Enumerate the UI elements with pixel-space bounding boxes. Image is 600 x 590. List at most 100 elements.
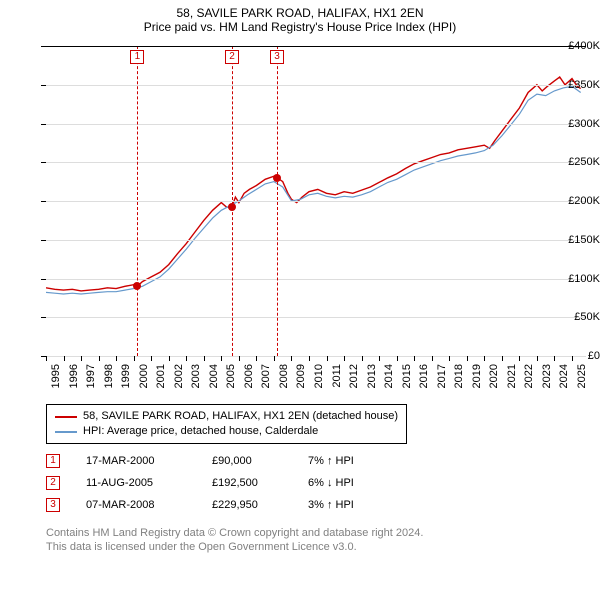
xtick-mark: [344, 356, 345, 361]
xtick-label: 1999: [120, 364, 132, 388]
event-badge: 3: [270, 50, 284, 64]
xtick-label: 1995: [50, 364, 62, 388]
event-line: [277, 46, 278, 356]
xtick-label: 1996: [68, 364, 80, 388]
xtick-mark: [64, 356, 65, 361]
event-row-price: £192,500: [212, 477, 282, 489]
xtick-mark: [169, 356, 170, 361]
xtick-label: 2025: [576, 364, 588, 388]
xtick-mark: [537, 356, 538, 361]
legend-label: HPI: Average price, detached house, Cald…: [83, 424, 318, 439]
ytick-label: £200K: [562, 195, 600, 207]
gridline-h: [46, 317, 586, 318]
event-row-price: £229,950: [212, 499, 282, 511]
gridline-h: [46, 201, 586, 202]
chart-title: 58, SAVILE PARK ROAD, HALIFAX, HX1 2EN: [0, 0, 600, 20]
xtick-mark: [309, 356, 310, 361]
xtick-label: 2003: [190, 364, 202, 388]
xtick-mark: [151, 356, 152, 361]
xtick-mark: [99, 356, 100, 361]
legend-item: HPI: Average price, detached house, Cald…: [55, 424, 398, 439]
xtick-mark: [502, 356, 503, 361]
xtick-label: 2006: [243, 364, 255, 388]
attribution-line1: Contains HM Land Registry data © Crown c…: [46, 526, 423, 540]
chart-container: 58, SAVILE PARK ROAD, HALIFAX, HX1 2EN P…: [0, 0, 600, 590]
ytick-mark: [41, 240, 46, 241]
ytick-mark: [41, 124, 46, 125]
xtick-label: 2020: [488, 364, 500, 388]
event-marker: [228, 203, 236, 211]
xtick-label: 2021: [506, 364, 518, 388]
event-row-date: 17-MAR-2000: [86, 455, 186, 467]
event-row-delta: 3% ↑ HPI: [308, 499, 398, 511]
xtick-label: 1998: [103, 364, 115, 388]
event-row: 211-AUG-2005£192,5006% ↓ HPI: [46, 472, 398, 494]
xtick-label: 2015: [401, 364, 413, 388]
xtick-mark: [81, 356, 82, 361]
xtick-mark: [221, 356, 222, 361]
xtick-label: 2023: [541, 364, 553, 388]
legend-label: 58, SAVILE PARK ROAD, HALIFAX, HX1 2EN (…: [83, 409, 398, 424]
xtick-mark: [116, 356, 117, 361]
event-row: 117-MAR-2000£90,0007% ↑ HPI: [46, 450, 398, 472]
xtick-label: 2024: [558, 364, 570, 388]
xtick-label: 2001: [155, 364, 167, 388]
legend-item: 58, SAVILE PARK ROAD, HALIFAX, HX1 2EN (…: [55, 409, 398, 424]
event-row-delta: 7% ↑ HPI: [308, 455, 398, 467]
xtick-label: 2016: [418, 364, 430, 388]
xtick-mark: [186, 356, 187, 361]
gridline-h: [46, 356, 586, 357]
ytick-label: £150K: [562, 234, 600, 246]
xtick-mark: [291, 356, 292, 361]
xtick-mark: [362, 356, 363, 361]
ytick-label: £50K: [562, 311, 600, 323]
event-line: [137, 46, 138, 356]
gridline-h: [46, 240, 586, 241]
event-row-badge: 1: [46, 454, 60, 468]
xtick-mark: [397, 356, 398, 361]
event-row-badge: 2: [46, 476, 60, 490]
legend-swatch: [55, 416, 77, 418]
xtick-label: 2002: [173, 364, 185, 388]
xtick-label: 2008: [278, 364, 290, 388]
xtick-label: 2012: [348, 364, 360, 388]
xtick-label: 2017: [436, 364, 448, 388]
attribution: Contains HM Land Registry data © Crown c…: [46, 526, 423, 554]
xtick-mark: [379, 356, 380, 361]
series-line: [46, 77, 581, 291]
event-marker: [133, 282, 141, 290]
ytick-label: £250K: [562, 156, 600, 168]
xtick-mark: [239, 356, 240, 361]
event-badge: 2: [225, 50, 239, 64]
xtick-mark: [449, 356, 450, 361]
ytick-label: £350K: [562, 79, 600, 91]
attribution-line2: This data is licensed under the Open Gov…: [46, 540, 423, 554]
xtick-label: 2000: [138, 364, 150, 388]
ytick-label: £0: [562, 350, 600, 362]
legend-swatch: [55, 431, 77, 433]
ytick-mark: [41, 279, 46, 280]
plot-top-border: [46, 46, 586, 47]
event-line: [232, 46, 233, 356]
xtick-label: 2022: [523, 364, 535, 388]
gridline-h: [46, 279, 586, 280]
plot-area: 1 2 3: [46, 46, 586, 356]
event-row: 307-MAR-2008£229,9503% ↑ HPI: [46, 494, 398, 516]
xtick-label: 2009: [295, 364, 307, 388]
events-table: 117-MAR-2000£90,0007% ↑ HPI211-AUG-2005£…: [46, 450, 398, 516]
ytick-label: £100K: [562, 273, 600, 285]
xtick-label: 2004: [208, 364, 220, 388]
gridline-h: [46, 85, 586, 86]
xtick-label: 2014: [383, 364, 395, 388]
event-badge: 1: [130, 50, 144, 64]
xtick-mark: [327, 356, 328, 361]
ytick-mark: [41, 162, 46, 163]
xtick-mark: [519, 356, 520, 361]
xtick-mark: [256, 356, 257, 361]
xtick-label: 2018: [453, 364, 465, 388]
xtick-mark: [46, 356, 47, 361]
chart-subtitle: Price paid vs. HM Land Registry's House …: [0, 20, 600, 38]
xtick-mark: [134, 356, 135, 361]
xtick-mark: [467, 356, 468, 361]
event-row-date: 11-AUG-2005: [86, 477, 186, 489]
